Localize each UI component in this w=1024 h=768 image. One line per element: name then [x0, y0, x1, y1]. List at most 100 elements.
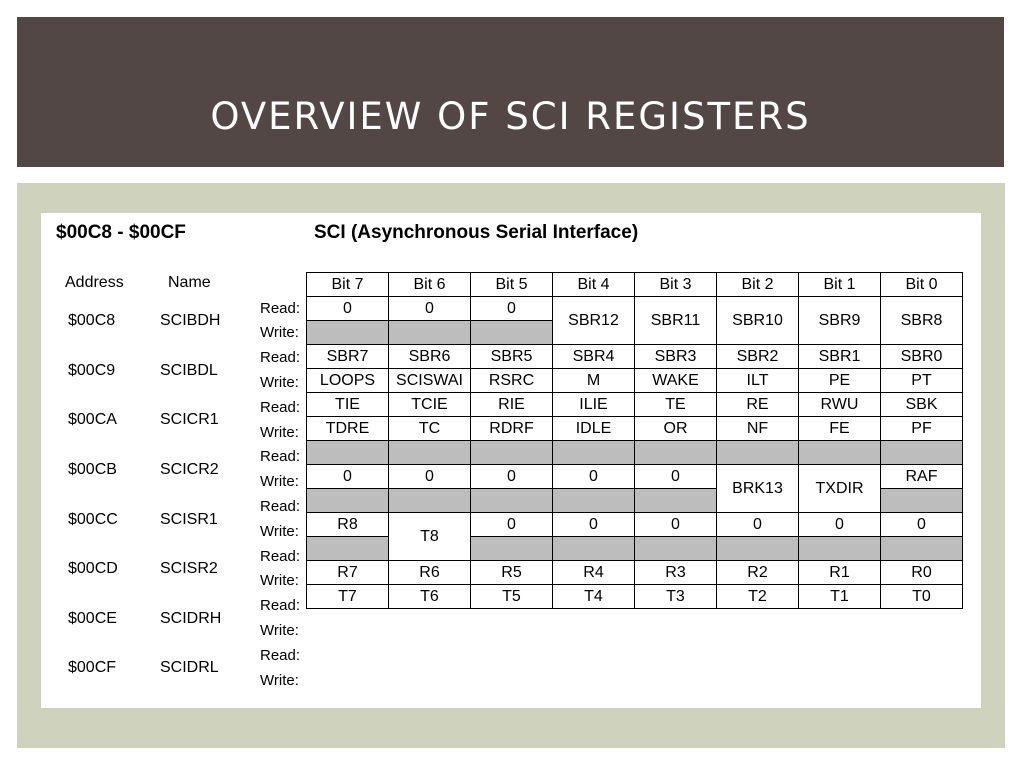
bit-cell: SBR5	[470, 344, 553, 369]
unimplemented-cell	[306, 488, 389, 513]
unimplemented-cell	[552, 536, 635, 561]
bit-cell: 0	[388, 296, 471, 321]
register-name: SCICR2	[160, 461, 219, 478]
register-address: $00C9	[68, 362, 116, 379]
bit-cell: RSRC	[470, 368, 553, 393]
bit-cell: SCISWAI	[388, 368, 471, 393]
register-name: SCISR2	[160, 560, 218, 577]
unimplemented-cell	[716, 536, 799, 561]
bit-cell: T4	[552, 584, 635, 609]
bit-cell: R0	[880, 560, 963, 585]
bit-header: Bit 3	[634, 272, 717, 297]
unimplemented-cell	[306, 440, 389, 465]
title-banner: OVERVIEW OF SCI REGISTERS	[17, 17, 1004, 167]
write-label: Write:	[260, 672, 299, 689]
read-label: Read:	[260, 448, 301, 465]
bit-header: Bit 4	[552, 272, 635, 297]
unimplemented-cell	[388, 320, 471, 345]
bit-cell: TC	[388, 416, 471, 441]
bit-cell: TCIE	[388, 392, 471, 417]
bit-header: Bit 0	[880, 272, 963, 297]
bit-cell: T6	[388, 584, 471, 609]
bit-cell: 0	[552, 464, 635, 489]
bit-cell: R5	[470, 560, 553, 585]
bit-cell: T7	[306, 584, 389, 609]
register-address: $00CB	[68, 461, 117, 478]
bit-cell: LOOPS	[306, 368, 389, 393]
bit-cell: PF	[880, 416, 963, 441]
write-label: Write:	[260, 374, 299, 391]
bit-cell: T1	[798, 584, 881, 609]
bit-cell: SBR7	[306, 344, 389, 369]
bit-cell: OR	[634, 416, 717, 441]
bit-header: Bit 2	[716, 272, 799, 297]
bit-cell: SBR2	[716, 344, 799, 369]
scidrh-read-row: R8 T8 0 0 0 0 0 0	[306, 512, 963, 561]
bit-cell: FE	[798, 416, 881, 441]
unimplemented-cell	[798, 440, 881, 465]
bit-cell: PE	[798, 368, 881, 393]
unimplemented-cell	[798, 536, 881, 561]
unimplemented-cell	[388, 440, 471, 465]
bit-header: Bit 1	[798, 272, 881, 297]
register-address: $00C8	[68, 312, 116, 329]
register-name: SCIBDL	[160, 362, 218, 379]
scidrl-write-row: T7 T6 T5 T4 T3 T2 T1 T0	[306, 584, 963, 609]
bit-cell: RIE	[470, 392, 553, 417]
bit-cell: WAKE	[634, 368, 717, 393]
bit-cell: T3	[634, 584, 717, 609]
bit-cell: 0	[306, 296, 389, 321]
bit-cell: 0	[716, 512, 799, 537]
register-name: SCISR1	[160, 511, 218, 528]
unimplemented-cell	[306, 536, 389, 561]
scisr2-read-row: 0 0 0 0 0 BRK13 TXDIR RAF	[306, 464, 963, 513]
unimplemented-cell	[880, 488, 963, 513]
bit-cell: SBK	[880, 392, 963, 417]
bit-cell: SBR3	[634, 344, 717, 369]
bit-cell: 0	[634, 512, 717, 537]
unimplemented-cell	[880, 440, 963, 465]
bit-cell: RE	[716, 392, 799, 417]
unimplemented-cell	[634, 440, 717, 465]
bit-cell: NF	[716, 416, 799, 441]
unimplemented-cell	[306, 320, 389, 345]
unimplemented-cell	[470, 440, 553, 465]
unimplemented-cell	[470, 488, 553, 513]
register-address: $00CC	[68, 511, 118, 528]
bit-cell: 0	[470, 512, 553, 537]
unimplemented-cell	[634, 536, 717, 561]
bit-cell: SBR9	[798, 296, 881, 345]
bit-cell: 0	[470, 464, 553, 489]
register-address: $00CA	[68, 411, 117, 428]
write-label: Write:	[260, 473, 299, 490]
write-label: Write:	[260, 572, 299, 589]
bit-cell: R6	[388, 560, 471, 585]
bit-cell: IDLE	[552, 416, 635, 441]
bit-cell: T8	[388, 512, 471, 561]
bit-cell: 0	[634, 464, 717, 489]
bit-cell: SBR8	[880, 296, 963, 345]
unimplemented-cell	[880, 536, 963, 561]
bit-cell: SBR12	[552, 296, 635, 345]
read-label: Read:	[260, 548, 301, 565]
unimplemented-cell	[388, 488, 471, 513]
register-name: SCICR1	[160, 411, 219, 428]
write-label: Write:	[260, 324, 299, 341]
bit-cell: ILIE	[552, 392, 635, 417]
bit-cell: R1	[798, 560, 881, 585]
unimplemented-cell	[552, 440, 635, 465]
read-label: Read:	[260, 597, 301, 614]
bit-cell: SBR4	[552, 344, 635, 369]
bit-cell: TIE	[306, 392, 389, 417]
read-label: Read:	[260, 498, 301, 515]
bit-cell: R2	[716, 560, 799, 585]
bit-cell: RAF	[880, 464, 963, 489]
register-name: SCIDRL	[160, 659, 219, 676]
bit-header: Bit 6	[388, 272, 471, 297]
scibdh-read-row: 0 0 0 SBR12 SBR11 SBR10 SBR9 SBR8	[306, 296, 963, 345]
slide-title: OVERVIEW OF SCI REGISTERS	[210, 95, 811, 138]
address-range: $00C8 - $00CF	[56, 222, 186, 243]
register-bit-table: Bit 7 Bit 6 Bit 5 Bit 4 Bit 3 Bit 2 Bit …	[306, 272, 963, 609]
unimplemented-cell	[470, 536, 553, 561]
read-label: Read:	[260, 300, 301, 317]
